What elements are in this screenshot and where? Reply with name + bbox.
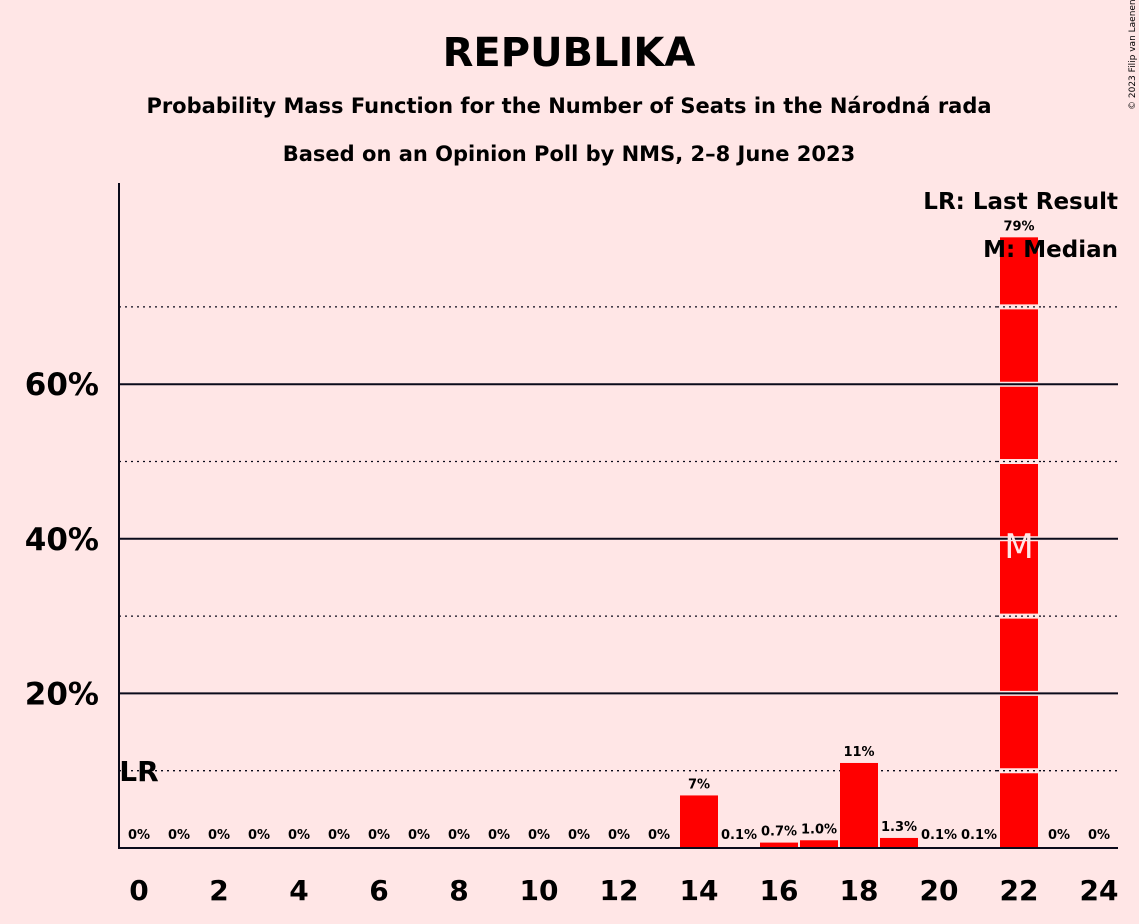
bar-label: 0.1% [921, 828, 957, 843]
bar-label: 0% [1048, 828, 1070, 843]
bar-label: 0% [488, 828, 510, 843]
bar-label: 79% [1003, 219, 1034, 234]
bar-label: 0% [608, 828, 630, 843]
bar [680, 795, 718, 848]
x-tick-label: 20 [920, 874, 959, 907]
chart-subtitle: Probability Mass Function for the Number… [146, 94, 991, 118]
bar-label: 0% [288, 828, 310, 843]
bar-label: 1.0% [801, 822, 837, 837]
bar-label: 0% [368, 828, 390, 843]
bar-labels: 0% 0% 0% 0% 0% 0% 0% 0% 0% 0% 0% 0% 0% 0% 7% 0.1% 0.7% 1.… [128, 219, 1110, 843]
x-axis-ticks: 0 2 4 6 8 10 12 14 16 18 20 22 24 [129, 874, 1118, 907]
bar-label: 0% [128, 828, 150, 843]
chart-title: REPUBLIKA [443, 30, 696, 76]
x-tick-label: 12 [600, 874, 639, 907]
x-tick-label: 18 [840, 874, 879, 907]
median-marker: M [1004, 527, 1033, 567]
x-tick-label: 22 [1000, 874, 1039, 907]
last-result-marker: LR [119, 755, 158, 788]
bar-label: 1.3% [881, 820, 917, 835]
bar-label: 0.1% [721, 828, 757, 843]
bar-label: 0% [248, 828, 270, 843]
copyright-note: © 2023 Filip van Laenen [1128, 0, 1138, 110]
bar-label: 11% [843, 745, 874, 760]
bar [800, 840, 838, 848]
bar [760, 842, 798, 848]
legend-median: M: Median [983, 237, 1118, 263]
bar-label: 0.1% [961, 828, 997, 843]
bar [1000, 237, 1038, 848]
bar [840, 762, 878, 848]
x-tick-label: 4 [289, 874, 308, 907]
bar-label: 0% [1088, 828, 1110, 843]
x-tick-label: 16 [760, 874, 799, 907]
x-tick-label: 10 [520, 874, 559, 907]
y-axis-ticks: 20% 40% 60% [25, 367, 99, 712]
y-tick-label: 60% [25, 367, 99, 403]
bar-label: 7% [688, 777, 710, 792]
gridlines [119, 306, 1118, 772]
bar-label: 0% [168, 828, 190, 843]
legend-last-result: LR: Last Result [923, 189, 1118, 215]
bar-label: 0% [528, 828, 550, 843]
y-tick-label: 20% [25, 676, 99, 712]
x-tick-label: 0 [129, 874, 148, 907]
bar-label: 0% [328, 828, 350, 843]
x-tick-label: 8 [449, 874, 468, 907]
x-tick-label: 24 [1080, 874, 1119, 907]
bar-label: 0% [648, 828, 670, 843]
bar-label: 0% [408, 828, 430, 843]
bar-label: 0% [448, 828, 470, 843]
bars [680, 237, 1041, 848]
bar-label: 0.7% [761, 825, 797, 840]
bar [880, 837, 918, 848]
bar-label: 0% [208, 828, 230, 843]
x-tick-label: 14 [680, 874, 719, 907]
x-tick-label: 2 [209, 874, 228, 907]
bar-label: 0% [568, 828, 590, 843]
x-tick-label: 6 [369, 874, 388, 907]
y-tick-label: 40% [25, 522, 99, 558]
chart-subtitle-source: Based on an Opinion Poll by NMS, 2–8 Jun… [283, 142, 856, 166]
